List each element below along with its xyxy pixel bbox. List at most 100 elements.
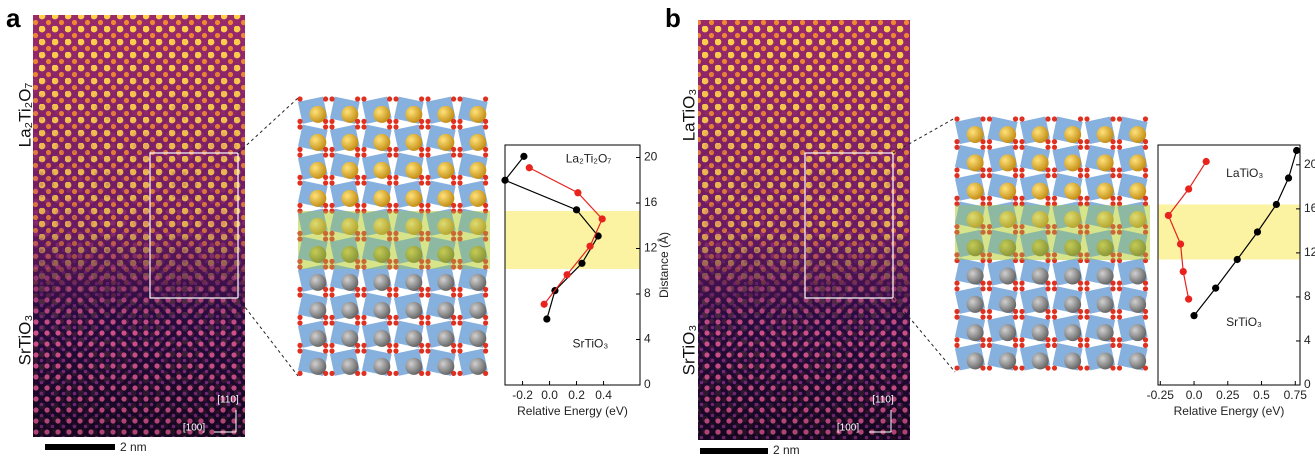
oxygen <box>980 173 985 178</box>
oxygen <box>483 180 488 185</box>
oxygen <box>425 287 430 292</box>
oxygen <box>1013 139 1018 144</box>
oxygen <box>361 315 366 320</box>
y-tick-label: 16 <box>1304 201 1315 215</box>
oxygen <box>355 96 360 101</box>
oxygen <box>1143 343 1148 348</box>
y-tick-label: 0 <box>644 377 651 391</box>
oxygen <box>1110 173 1115 178</box>
oxygen <box>1117 343 1122 348</box>
data-point <box>1273 201 1280 208</box>
data-point <box>1190 312 1197 319</box>
data-point <box>564 271 571 278</box>
oxygen <box>419 315 424 320</box>
oxygen <box>1084 281 1089 286</box>
oxygen <box>1019 145 1024 150</box>
annotation: LaTiO₃ <box>1226 166 1263 180</box>
oxygen <box>457 315 462 320</box>
oxygen <box>329 203 334 208</box>
oxygen <box>323 124 328 129</box>
oxygen <box>1084 309 1089 314</box>
layer-label: SrTiO₃ <box>15 315 34 366</box>
oxygen <box>483 320 488 325</box>
oxygen <box>1019 116 1024 121</box>
data-point <box>543 315 550 322</box>
data-point <box>526 164 533 171</box>
oxygen <box>1117 315 1122 320</box>
oxygen <box>457 96 462 101</box>
oxygen <box>1078 281 1083 286</box>
oxygen <box>297 203 302 208</box>
layer-label: LaTiO₃ <box>679 89 698 142</box>
oxygen <box>323 315 328 320</box>
oxygen <box>1143 116 1148 121</box>
oxygen <box>987 145 992 150</box>
oxygen <box>954 196 959 201</box>
oxygen <box>1110 196 1115 201</box>
oxygen <box>355 147 360 152</box>
oxygen <box>1052 196 1057 201</box>
oxygen <box>1045 281 1050 286</box>
oxygen <box>419 180 424 185</box>
oxygen <box>1013 173 1018 178</box>
data-point <box>1234 256 1241 263</box>
oxygen <box>483 147 488 152</box>
oxygen <box>451 203 456 208</box>
oxygen <box>387 119 392 124</box>
oxygen <box>1045 337 1050 342</box>
oxygen <box>1045 139 1050 144</box>
oxygen <box>355 320 360 325</box>
oxygen <box>980 281 985 286</box>
oxygen <box>457 119 462 124</box>
oxygen <box>451 147 456 152</box>
y-tick-label: 4 <box>1304 333 1311 347</box>
oxygen <box>954 145 959 150</box>
direction-label: [100] <box>183 423 205 434</box>
oxygen <box>329 175 334 180</box>
oxygen <box>1045 315 1050 320</box>
oxygen <box>954 343 959 348</box>
oxygen <box>361 371 366 376</box>
oxygen <box>323 147 328 152</box>
oxygen <box>1110 167 1115 172</box>
annotation: SrTiO₃ <box>573 336 609 350</box>
oxygen <box>1117 173 1122 178</box>
oxygen <box>980 286 985 291</box>
oxygen <box>355 175 360 180</box>
oxygen <box>1052 343 1057 348</box>
oxygen <box>419 203 424 208</box>
data-point <box>1293 147 1300 154</box>
oxygen <box>419 371 424 376</box>
oxygen <box>1019 337 1024 342</box>
oxygen <box>425 315 430 320</box>
oxygen <box>1143 309 1148 314</box>
oxygen <box>323 203 328 208</box>
interface-band-tint <box>955 205 1150 260</box>
oxygen <box>1052 145 1057 150</box>
oxygen <box>451 180 456 185</box>
oxygen <box>1019 286 1024 291</box>
data-point <box>541 301 548 308</box>
micrograph-columns <box>33 15 245 437</box>
scale-bar <box>700 448 768 454</box>
annotation: La₂Ti₂O₇ <box>566 152 612 166</box>
oxygen <box>393 343 398 348</box>
oxygen <box>1013 281 1018 286</box>
oxygen <box>297 180 302 185</box>
oxygen <box>1078 365 1083 370</box>
oxygen <box>387 124 392 129</box>
scale-bar-label: 2 nm <box>120 440 147 454</box>
oxygen <box>980 116 985 121</box>
oxygen <box>1078 315 1083 320</box>
oxygen <box>393 96 398 101</box>
zoom-line <box>238 98 298 153</box>
oxygen <box>1117 167 1122 172</box>
oxygen <box>323 343 328 348</box>
oxygen <box>419 147 424 152</box>
data-point <box>1285 174 1292 181</box>
oxygen <box>457 124 462 129</box>
oxygen <box>1084 139 1089 144</box>
oxygen <box>1045 309 1050 314</box>
x-tick-label: 0.4 <box>595 388 612 402</box>
oxygen <box>329 96 334 101</box>
